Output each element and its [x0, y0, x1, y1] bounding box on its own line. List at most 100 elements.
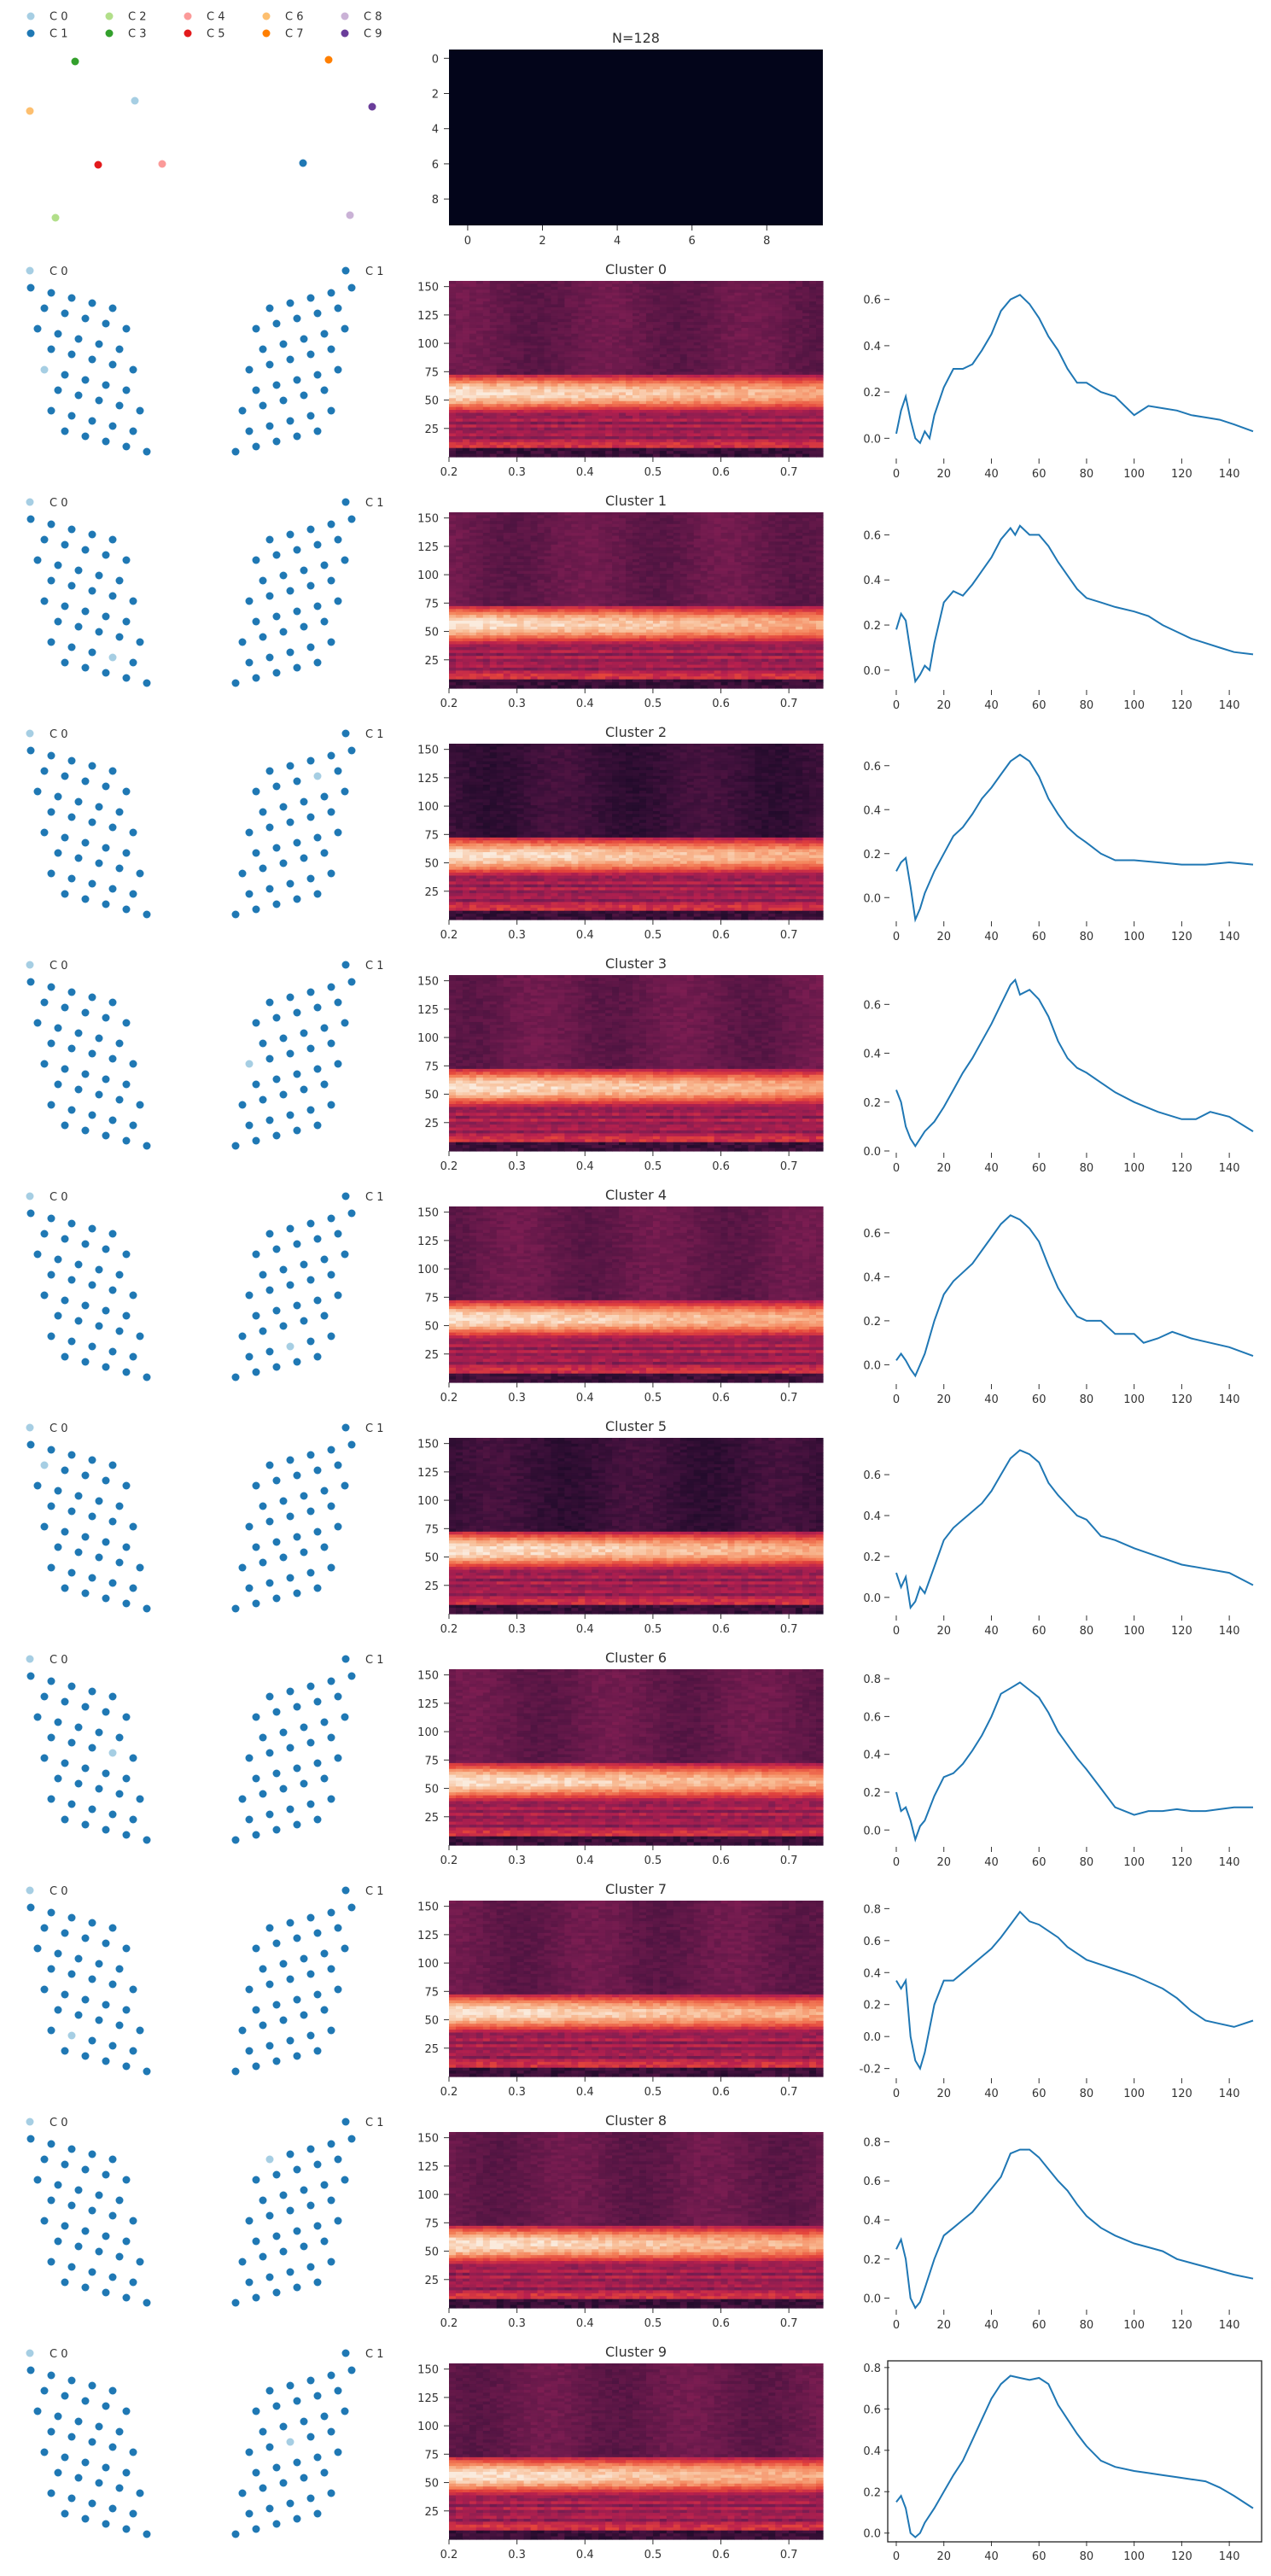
heatmap-cell — [646, 395, 654, 399]
heatmap-cell — [578, 442, 586, 446]
heatmap-cell — [571, 336, 579, 340]
heatmap-cell — [598, 293, 606, 296]
heatmap-cell — [524, 310, 532, 313]
heatmap-cell — [571, 366, 579, 370]
electrode-dot — [41, 305, 49, 313]
heatmap-cell — [782, 301, 790, 305]
heatmap-cell — [551, 304, 558, 307]
cluster-centroid — [347, 212, 354, 219]
heatmap-cell — [639, 383, 647, 387]
heatmap-cell — [796, 340, 803, 343]
heatmap-cell — [456, 428, 464, 431]
heatmap-cell — [612, 340, 620, 343]
heatmap-cell — [571, 389, 579, 393]
legend-marker — [342, 499, 350, 506]
heatmap-cell — [734, 430, 742, 434]
heatmap-cell — [524, 357, 532, 360]
heatmap-cell — [564, 289, 572, 293]
heatmap-cell — [538, 281, 545, 284]
heatmap-cell — [741, 512, 749, 516]
heatmap-cell — [639, 515, 647, 518]
legend-marker — [27, 30, 35, 38]
heatmap-cell — [639, 299, 647, 302]
heatmap-cell — [524, 436, 532, 440]
heatmap-cell — [775, 401, 783, 405]
heatmap-cell — [531, 281, 539, 284]
heatmap-cell — [483, 354, 491, 358]
heatmap-cell — [782, 416, 790, 419]
heatmap-cell — [449, 416, 457, 419]
heatmap-cell — [660, 515, 668, 518]
heatmap-cell — [768, 293, 776, 296]
heatmap-cell — [755, 281, 762, 284]
heatmap-cell — [796, 398, 803, 401]
heatmap-cell — [714, 389, 722, 393]
heatmap-cell — [517, 451, 525, 454]
heatmap-cell — [612, 316, 620, 319]
heatmap-cell — [598, 389, 606, 393]
heatmap-cell — [483, 340, 491, 343]
heatmap-cell — [748, 366, 755, 370]
heatmap-cell — [544, 281, 551, 284]
heatmap-cell — [612, 512, 620, 516]
heatmap-cell — [626, 392, 633, 395]
heatmap-cell — [490, 512, 498, 516]
heatmap-cell — [598, 289, 606, 293]
heatmap-cell — [708, 395, 715, 399]
heatmap-cell — [564, 281, 572, 284]
heatmap-cell — [728, 310, 736, 313]
heatmap-cell — [585, 387, 592, 390]
heatmap-cell — [476, 289, 484, 293]
heatmap-cell — [775, 283, 783, 287]
heatmap-cell — [524, 334, 532, 337]
heatmap-cell — [469, 281, 477, 284]
heatmap-cell — [605, 407, 613, 411]
heatmap-cell — [708, 398, 715, 401]
heatmap-cell — [694, 401, 702, 405]
heatmap-cell — [564, 416, 572, 419]
heatmap-cell — [782, 518, 790, 522]
heatmap-cell — [660, 325, 668, 329]
heatmap-cell — [734, 381, 742, 384]
heatmap-cell — [694, 295, 702, 299]
heatmap-cell — [456, 301, 464, 305]
heatmap-cell — [653, 310, 661, 313]
heatmap-cell — [538, 445, 545, 448]
heatmap-cell — [687, 416, 695, 419]
heatmap-cell — [761, 366, 769, 370]
heatmap-cell — [476, 295, 484, 299]
heatmap-cell — [476, 360, 484, 364]
electrode-dot — [280, 397, 288, 405]
heatmap-cell — [667, 395, 674, 399]
heatmap-cell — [680, 351, 688, 354]
heatmap-cell — [517, 524, 525, 528]
heatmap-cell — [538, 283, 545, 287]
heatmap-cell — [456, 304, 464, 307]
heatmap-cell — [789, 410, 796, 413]
heatmap-cell — [761, 392, 769, 395]
heatmap-cell — [646, 313, 654, 317]
heatmap-cell — [497, 422, 504, 425]
heatmap-cell — [598, 430, 606, 434]
heatmap-cell — [687, 392, 695, 395]
heatmap-cell — [483, 442, 491, 446]
heatmap-cell — [775, 424, 783, 428]
heatmap-cell — [741, 413, 749, 417]
heatmap-cell — [673, 410, 681, 413]
heatmap-cell — [598, 283, 606, 287]
heatmap-cell — [701, 454, 708, 458]
heatmap-cell — [598, 301, 606, 305]
heatmap-cell — [578, 401, 586, 405]
heatmap-cell — [510, 404, 518, 407]
heatmap-cell — [544, 377, 551, 381]
heatmap-cell — [680, 512, 688, 516]
heatmap-cell — [551, 281, 558, 284]
electrode-dot — [82, 546, 90, 554]
y-tick-label: 0 — [432, 53, 439, 66]
heatmap-cell — [598, 313, 606, 317]
heatmap-cell — [748, 319, 755, 323]
heatmap-cell — [816, 521, 824, 524]
heatmap-cell — [680, 381, 688, 384]
heatmap-cell — [660, 304, 668, 307]
heatmap-cell — [701, 451, 708, 454]
